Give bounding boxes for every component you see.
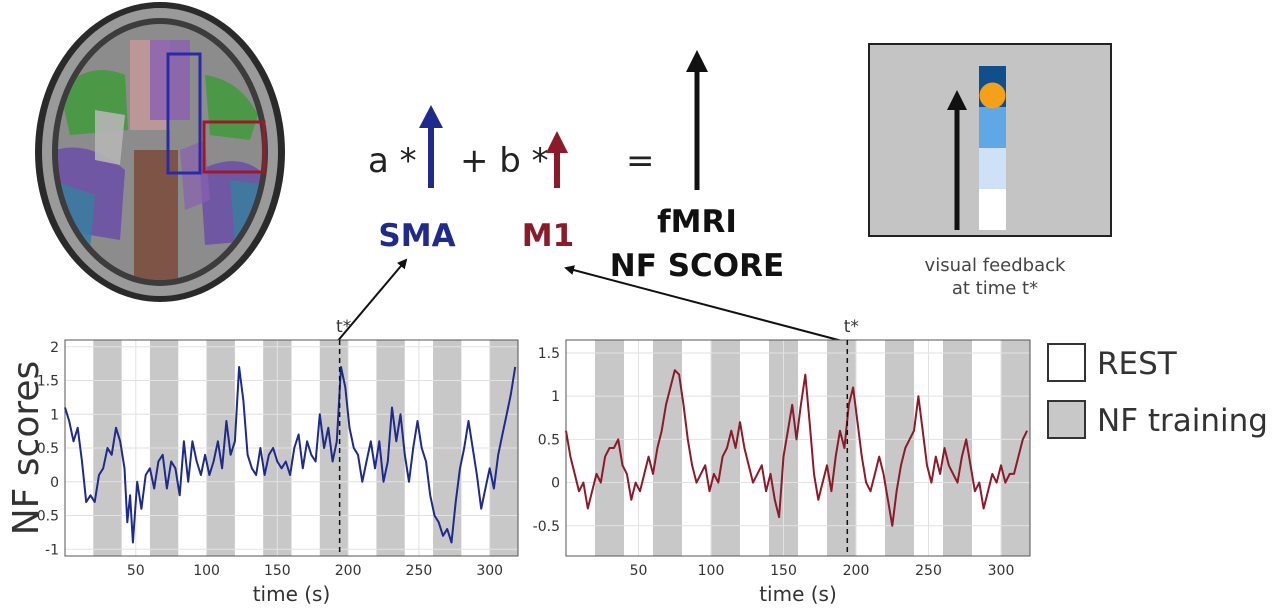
y-tick-label: 0 bbox=[50, 475, 59, 491]
x-tick-label: 300 bbox=[476, 563, 503, 579]
x-tick-label: 300 bbox=[988, 563, 1015, 579]
x-tick-label: 50 bbox=[127, 563, 145, 579]
m1-roi-box bbox=[202, 120, 266, 174]
plot-frame bbox=[565, 339, 1031, 557]
sma-roi-box bbox=[166, 52, 202, 175]
feedback-panel: visual feedback at time t* bbox=[868, 43, 1112, 299]
y-tick-label: 1.5 bbox=[538, 346, 560, 362]
x-tick-label: 100 bbox=[193, 563, 220, 579]
thermometer-segment bbox=[979, 148, 1006, 189]
fmri-arrowhead-icon bbox=[686, 50, 708, 72]
plot-frame bbox=[64, 339, 519, 557]
x-tick-label: 100 bbox=[698, 563, 725, 579]
sma-label: SMA bbox=[378, 218, 455, 254]
x-tick-label: 250 bbox=[406, 563, 433, 579]
x-axis-label: time (s) bbox=[759, 582, 837, 606]
legend-nf-training-label: NF training bbox=[1097, 403, 1268, 439]
sma-timecourse-chart: 50 100 150 200 250 300 -1 -0.5 0 0.5 1 1.5 2 time (s)… bbox=[32, 317, 519, 606]
equals-sign: = bbox=[626, 141, 655, 181]
brain-slice-image bbox=[35, 2, 285, 302]
x-tick-label: 200 bbox=[335, 563, 362, 579]
t-star-label: t* bbox=[844, 317, 859, 337]
nf-score-label: NF SCORE bbox=[610, 248, 784, 284]
thermometer-gauge bbox=[979, 66, 1006, 230]
x-tick-label: 150 bbox=[264, 563, 291, 579]
x-tick-label: 250 bbox=[915, 563, 942, 579]
feedback-arrowhead-icon bbox=[947, 90, 967, 110]
nf-training-block bbox=[885, 340, 914, 556]
x-tick-label: 200 bbox=[843, 563, 870, 579]
y-tick-label: 0.5 bbox=[538, 432, 560, 448]
thermometer-level-marker bbox=[979, 82, 1006, 109]
y-tick-label: -0.5 bbox=[533, 519, 560, 535]
x-tick-label: 50 bbox=[630, 563, 648, 579]
m1-timecourse-chart: 50 100 150 200 250 300 -0.5 0 0.5 1 1.5 time (s) t* bbox=[533, 317, 1031, 606]
y-tick-label: 0.5 bbox=[37, 441, 59, 457]
legend: REST NF training bbox=[1047, 343, 1268, 439]
sma-arrowhead-icon bbox=[419, 105, 443, 128]
nf-training-block bbox=[1001, 340, 1030, 556]
m1-connector-arrow-icon bbox=[564, 265, 847, 343]
y-tick-label: 0 bbox=[551, 476, 560, 492]
m1-label: M1 bbox=[522, 218, 574, 254]
coef-a-text: a * bbox=[368, 141, 417, 181]
x-axis-label: time (s) bbox=[253, 582, 331, 606]
equation: a * + b * = SMA M1 fMRI NF SCORE bbox=[368, 50, 784, 284]
y-tick-label: -0.5 bbox=[32, 509, 59, 525]
nf-training-block bbox=[827, 340, 856, 556]
feedback-caption-line1: visual feedback bbox=[925, 255, 1066, 276]
y-tick-label: 1 bbox=[551, 389, 560, 405]
thermometer-segment bbox=[979, 107, 1006, 148]
y-tick-label: -1 bbox=[45, 542, 59, 558]
x-tick-label: 150 bbox=[770, 563, 797, 579]
m1-arrowhead-icon bbox=[546, 131, 568, 153]
legend-rest-swatch bbox=[1047, 343, 1086, 382]
y-axis-label: NF scores bbox=[6, 361, 47, 536]
series-line-sma bbox=[64, 366, 517, 544]
thermometer-segment bbox=[979, 189, 1006, 230]
legend-rest-label: REST bbox=[1097, 346, 1178, 382]
sma-connector-arrow-icon bbox=[335, 258, 408, 344]
fmri-label: fMRI bbox=[657, 204, 737, 240]
y-tick-label: 1 bbox=[50, 407, 59, 423]
coef-b-text: + b * bbox=[460, 141, 549, 181]
t-star-label: t* bbox=[336, 317, 351, 337]
legend-nf-training-swatch bbox=[1047, 400, 1086, 439]
y-tick-label: 1.5 bbox=[37, 374, 59, 390]
y-tick-label: 2 bbox=[50, 340, 59, 356]
series-line-m1 bbox=[565, 369, 1028, 527]
feedback-caption-line2: at time t* bbox=[952, 278, 1038, 299]
